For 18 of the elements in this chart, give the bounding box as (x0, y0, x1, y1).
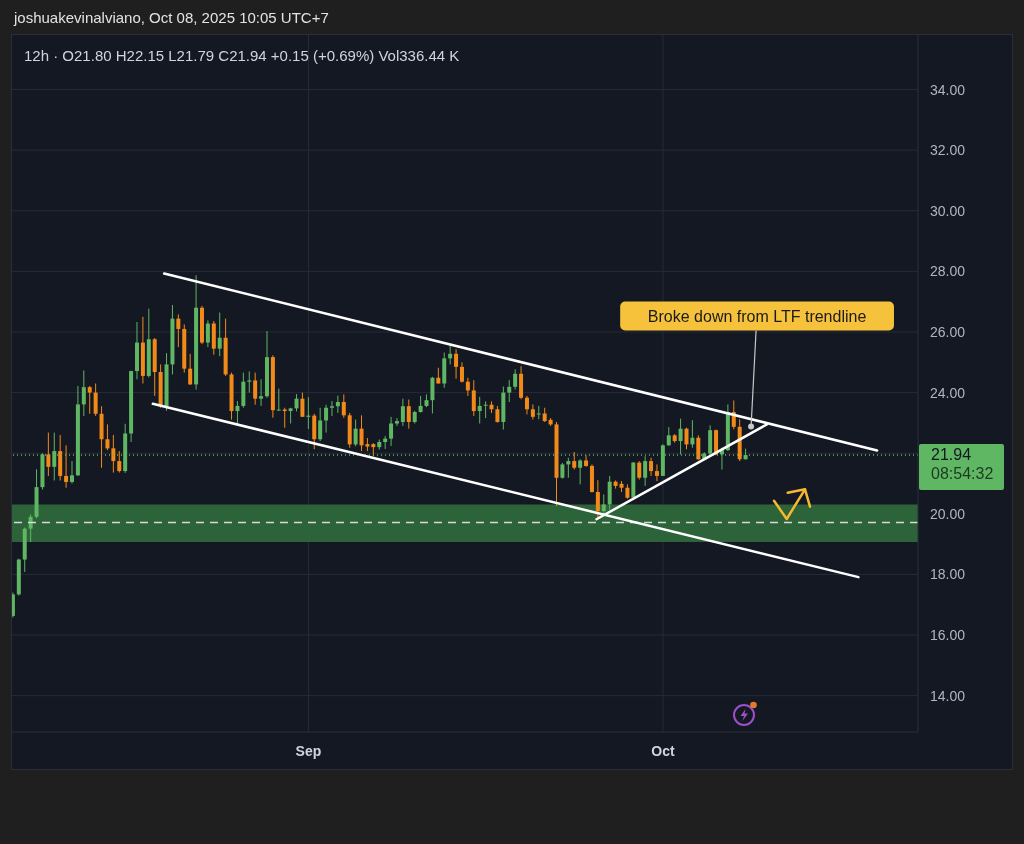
y-tick-label: 26.00 (930, 323, 966, 340)
ref-line-label: 21.94 (931, 446, 972, 464)
text: 12h · O21.80 H22.15 L21.79 C21.94 +0.15 (+0.69%) Vol336.44 K (24, 47, 460, 64)
callout: Broke down from LTF trendline (620, 301, 894, 430)
y-tick-label: 18.00 (930, 566, 966, 583)
y-tick-label: 16.00 (930, 627, 966, 643)
text: joshuakevinalviano, Oct 08, 2025 10:05 UTC+7 (14, 9, 329, 26)
y-tick-label: 14.00 (930, 687, 966, 704)
y-tick-label: 20.00 (930, 505, 966, 522)
x-tick-label: Sep (295, 742, 322, 759)
y-tick-label: 24.00 (930, 384, 966, 401)
y-tick-label: 30.00 (930, 202, 966, 219)
y-tick-label: 28.00 (930, 263, 966, 280)
y-tick-label: 32.00 (930, 142, 966, 159)
text: 08:54:32 (931, 465, 994, 483)
y-tick-label: 34.00 (930, 81, 966, 98)
x-tick-label: Oct (651, 742, 675, 759)
annotation: Broke down from LTF trendline (647, 307, 867, 325)
